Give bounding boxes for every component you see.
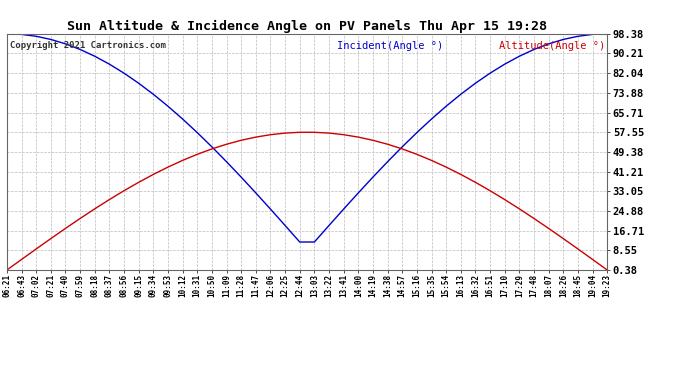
Title: Sun Altitude & Incidence Angle on PV Panels Thu Apr 15 19:28: Sun Altitude & Incidence Angle on PV Pan…	[67, 20, 547, 33]
Text: Incident(Angle °): Incident(Angle °)	[337, 41, 443, 51]
Text: Altitude(Angle °): Altitude(Angle °)	[499, 41, 605, 51]
Text: Copyright 2021 Cartronics.com: Copyright 2021 Cartronics.com	[10, 41, 166, 50]
